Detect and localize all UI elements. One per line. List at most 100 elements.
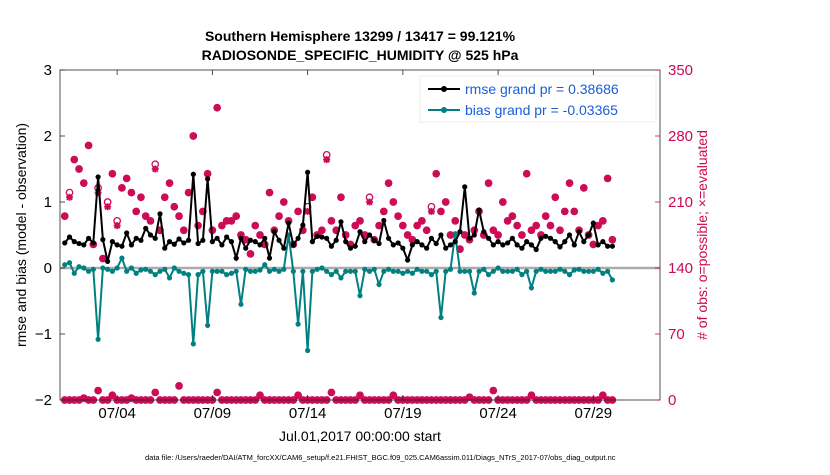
rmse-point	[157, 211, 163, 217]
bias-point	[452, 231, 458, 237]
rmse-point	[552, 239, 558, 245]
obs-evaluated-marker	[551, 193, 559, 201]
bias-point	[257, 267, 263, 273]
rmse-point	[243, 245, 249, 251]
bias-point	[143, 266, 149, 272]
rmse-point	[457, 229, 463, 235]
obs-evaluated-marker	[66, 193, 74, 201]
obs-evaluated-marker	[166, 179, 174, 187]
rmse-point	[495, 239, 501, 245]
rmse-point	[381, 217, 387, 224]
bias-point	[509, 268, 515, 274]
bias-point	[152, 272, 158, 278]
rmse-point	[85, 235, 92, 241]
rmse-point	[209, 239, 215, 245]
y2-tick-label: 70	[668, 326, 685, 343]
y-tick-label: −2	[35, 392, 52, 409]
obs-evaluated-marker	[218, 222, 226, 230]
rmse-point	[324, 235, 330, 241]
obs-low-evaluated-marker	[175, 382, 183, 390]
y-tick-label: 0	[44, 260, 52, 277]
rmse-point	[176, 236, 182, 242]
rmse-point	[190, 171, 196, 177]
obs-evaluated-marker	[237, 231, 245, 239]
rmse-point	[600, 239, 606, 245]
rmse-point	[471, 232, 477, 238]
bias-point	[381, 268, 387, 274]
plot-frame	[59, 69, 661, 401]
bias-point	[481, 266, 487, 272]
obs-evaluated-marker	[546, 222, 554, 230]
rmse-point	[166, 239, 173, 245]
y-tick-label: 3	[44, 62, 52, 79]
obs-evaluated-marker	[113, 222, 121, 230]
rmse-point	[328, 243, 335, 249]
obs-evaluated-marker	[532, 222, 540, 230]
bias-point	[566, 272, 573, 278]
obs-evaluated-marker	[146, 217, 154, 225]
x-tick-label: 07/14	[289, 405, 327, 422]
rmse-point	[333, 237, 339, 243]
bias-point	[247, 268, 254, 274]
bias-point	[376, 281, 382, 288]
rmse-point	[352, 243, 358, 249]
obs-evaluated-marker	[323, 156, 331, 164]
legend-rmse-marker	[441, 86, 447, 92]
obs-low-evaluated-marker	[294, 391, 302, 399]
bias-point	[138, 267, 144, 273]
rmse-point	[414, 239, 420, 245]
bias-point	[500, 268, 506, 274]
y2-tick-label: 350	[668, 62, 693, 79]
obs-evaluated-marker	[118, 184, 126, 192]
obs-evaluated-marker	[299, 226, 307, 234]
obs-evaluated-marker	[227, 217, 235, 225]
legend: rmse grand pr = 0.38686 bias grand pr = …	[419, 75, 657, 123]
obs-evaluated-marker	[599, 217, 607, 225]
obs-evaluated-marker	[456, 245, 464, 253]
rmse-point	[419, 242, 425, 248]
obs-evaluated-marker	[489, 226, 497, 234]
obs-evaluated-marker	[170, 203, 178, 211]
bias-point	[300, 268, 306, 274]
obs-evaluated-marker	[389, 198, 397, 206]
obs-evaluated-marker	[446, 231, 454, 239]
bias-point	[219, 268, 225, 274]
bias-point	[366, 268, 373, 274]
obs-evaluated-marker	[213, 104, 221, 112]
rmse-point	[195, 240, 201, 247]
rmse-point	[205, 176, 211, 182]
obs-low-evaluated-marker	[356, 391, 364, 399]
bias-point	[224, 272, 230, 278]
rmse-point	[490, 242, 496, 248]
rmse-point	[285, 220, 292, 226]
obs-evaluated-marker	[375, 222, 383, 230]
rmse-point	[466, 235, 473, 241]
bias-point	[528, 285, 535, 291]
bias-point	[324, 268, 330, 274]
obs-evaluated-marker	[561, 207, 569, 215]
bias-point	[262, 262, 268, 268]
rmse-point	[557, 244, 563, 250]
obs-evaluated-marker	[580, 184, 588, 192]
bias-point	[157, 268, 163, 274]
rmse-point	[347, 245, 354, 251]
obs-evaluated-marker	[108, 170, 116, 178]
rmse-point	[305, 169, 311, 175]
rmse-point	[343, 239, 349, 245]
rmse-point	[462, 184, 468, 190]
rmse-point	[585, 232, 592, 238]
bias-point	[190, 341, 196, 347]
bias-point	[581, 268, 587, 274]
obs-evaluated-marker	[161, 193, 169, 201]
bias-point	[466, 268, 473, 274]
bias-point	[605, 268, 611, 274]
bias-point	[128, 265, 135, 271]
rmse-point	[95, 174, 101, 180]
obs-evaluated-marker	[151, 165, 159, 173]
rmse-point	[319, 234, 325, 240]
obs-evaluated-marker	[251, 222, 259, 230]
bias-point	[385, 266, 392, 272]
rmse-point	[395, 240, 401, 246]
obs-evaluated-marker	[399, 222, 407, 230]
bias-point	[600, 270, 606, 276]
